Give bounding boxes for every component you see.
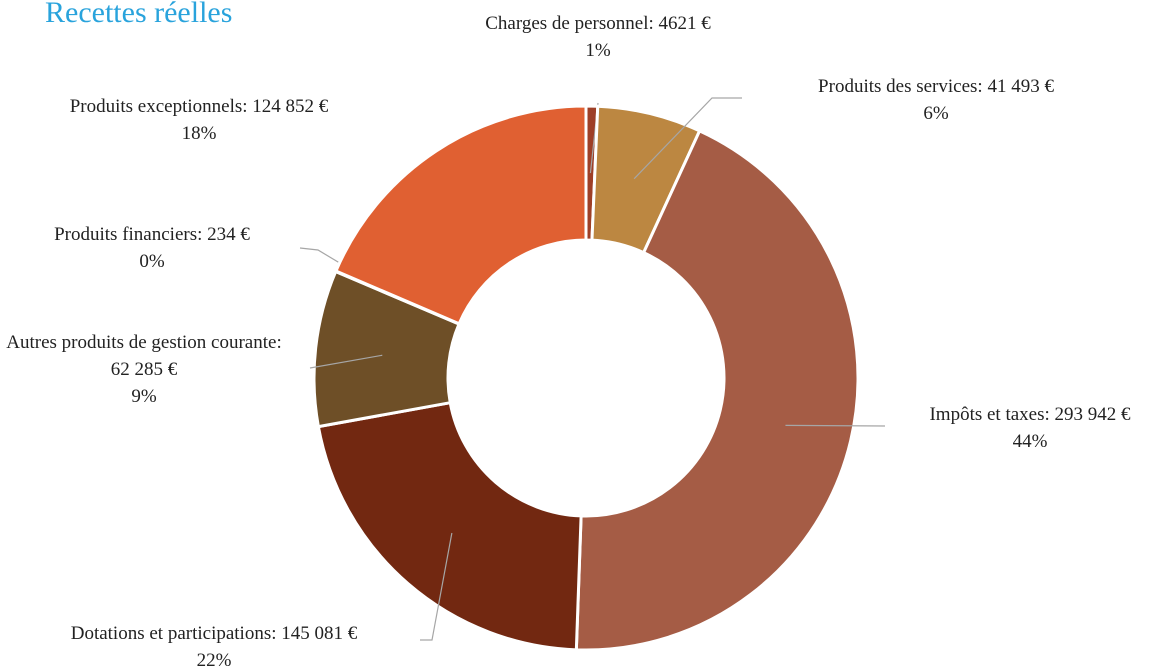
leader-line	[633, 97, 742, 180]
value-label: 124 852 €	[252, 96, 329, 117]
value-label: 41 493 €	[987, 76, 1054, 97]
percent-label: 6%	[923, 103, 949, 124]
label-separator: :	[197, 224, 208, 245]
value-label: 4621 €	[658, 13, 711, 34]
category-label: Impôts et taxes	[929, 404, 1045, 425]
percent-label: 1%	[585, 40, 611, 61]
donut-slice	[574, 128, 860, 652]
chart-title: Recettes réelles	[45, 0, 233, 29]
data-label: Dotations et participations: 145 081 € 22…	[69, 620, 359, 666]
leader-line	[785, 424, 886, 427]
label-separator: :	[977, 76, 988, 97]
donut-slice	[333, 104, 588, 326]
category-label: Produits exceptionnels	[69, 96, 243, 117]
data-label: Autres produits de gestion courante: 62 …	[0, 329, 289, 410]
percent-label: 9%	[131, 386, 157, 407]
label-separator: :	[242, 96, 253, 117]
value-label: 62 285 €	[110, 359, 178, 380]
percent-label: 44%	[1012, 431, 1048, 452]
data-label: Produits financiers: 234 € 0%	[7, 221, 297, 275]
data-label: Impôts et taxes: 293 942 € 44%	[885, 401, 1164, 455]
data-label: Produits exceptionnels: 124 852 € 18%	[54, 93, 344, 147]
category-label: Autres produits de gestion courante	[6, 332, 277, 353]
leader-line	[420, 532, 453, 641]
category-label: Dotations et participations	[70, 623, 272, 644]
percent-label: 22%	[196, 650, 232, 666]
label-separator: :	[271, 623, 282, 644]
value-label: 145 081 €	[281, 623, 358, 644]
category-label: Produits financiers	[54, 224, 198, 245]
leader-line	[309, 354, 383, 369]
label-separator: :	[276, 332, 282, 353]
label-separator: :	[1044, 404, 1055, 425]
category-label: Charges de personnel	[485, 13, 649, 34]
value-label: 293 942 €	[1054, 404, 1131, 425]
donut-slice	[316, 400, 583, 652]
data-label: Charges de personnel: 4621 € 1%	[453, 10, 743, 64]
category-label: Produits des services	[818, 76, 978, 97]
percent-label: 0%	[139, 251, 165, 272]
value-label: 234 €	[207, 224, 250, 245]
percent-label: 18%	[181, 123, 217, 144]
label-separator: :	[648, 13, 659, 34]
data-label: Produits des services: 41 493 € 6%	[791, 73, 1081, 127]
